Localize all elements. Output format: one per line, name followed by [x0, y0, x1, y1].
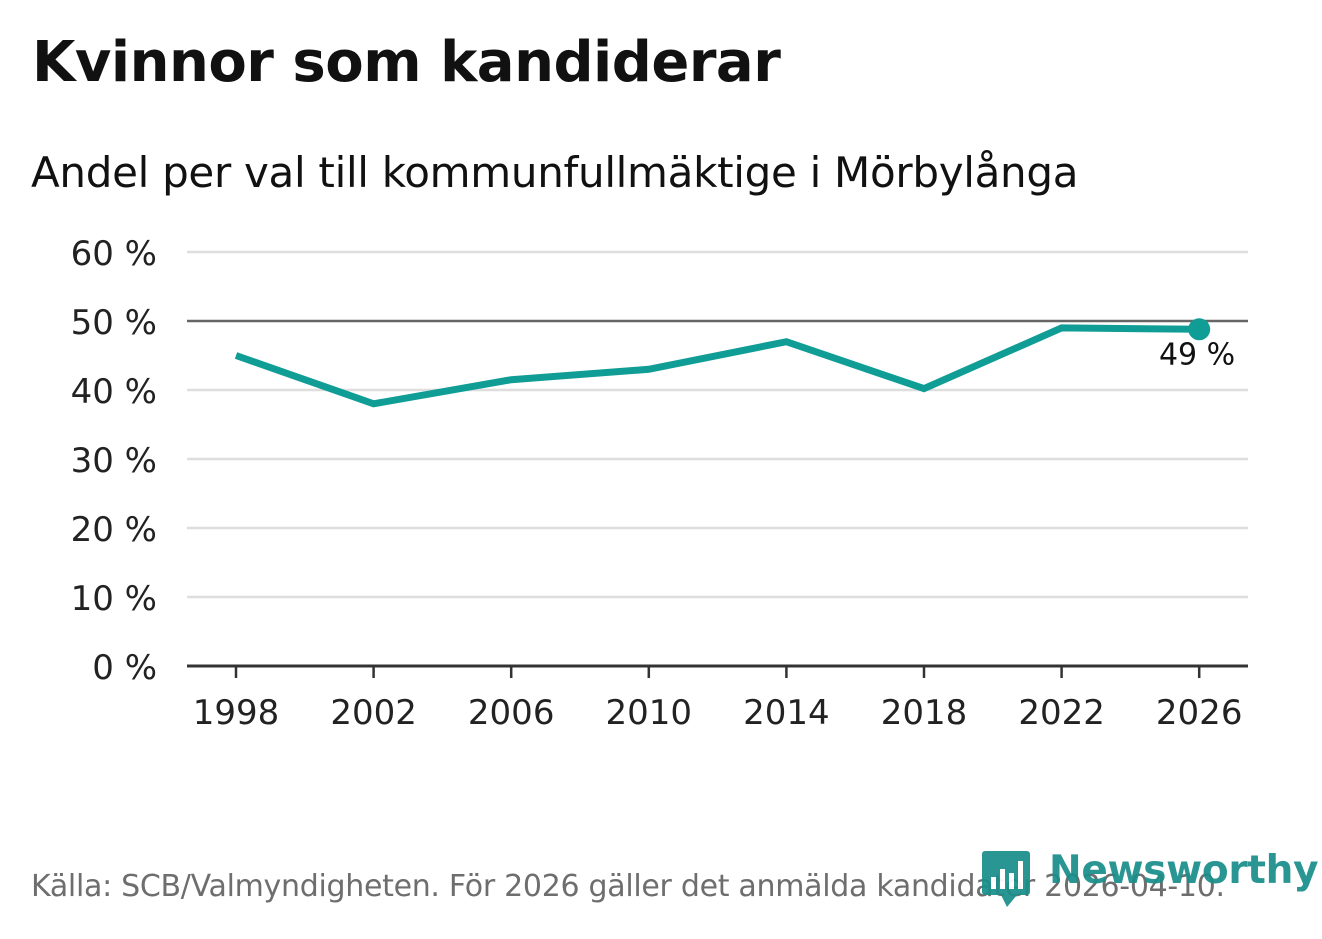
x-tick-label: 2002 — [330, 693, 417, 733]
end-marker — [1188, 318, 1211, 341]
x-tick-label: 2014 — [743, 693, 830, 733]
x-axis: 1998 2002 2006 2010 2014 2018 2022 2026 — [187, 664, 1248, 733]
series-group — [234, 318, 1211, 408]
y-tick-label: 50 % — [71, 303, 157, 343]
y-axis-tick-labels: 0 % 10 % 20 % 30 % 40 % 50 % 60 % — [71, 234, 157, 688]
chart-subtitle: Andel per val till kommunfullmäktige i M… — [31, 148, 1079, 197]
series-line — [234, 324, 1200, 408]
y-tick-label: 60 % — [71, 234, 157, 274]
y-tick-label: 0 % — [92, 648, 157, 688]
data-labels: 49 % — [1156, 334, 1238, 375]
y-tick-label: 20 % — [71, 510, 157, 550]
end-value-label: 49 % — [1159, 337, 1235, 372]
x-tick-label: 2022 — [1018, 693, 1105, 733]
y-tick-label: 30 % — [71, 441, 157, 481]
x-tick-label: 2010 — [606, 693, 693, 733]
x-tick-label: 2018 — [881, 693, 968, 733]
line-chart: 0 % 10 % 20 % 30 % 40 % 50 % 60 % 1998 2002 2006… — [71, 234, 1248, 733]
brand-name: Newsworthy — [1049, 848, 1319, 893]
x-tick-label: 1998 — [193, 693, 280, 733]
grid-lines — [187, 250, 1248, 599]
x-tick-label: 2026 — [1156, 693, 1243, 733]
y-tick-label: 10 % — [71, 579, 157, 619]
brand-logo: Newsworthy — [981, 848, 1319, 909]
x-tick-label: 2006 — [468, 693, 555, 733]
chart-title: Kvinnor som kandiderar — [32, 30, 781, 95]
newsworthy-logo-icon — [982, 851, 1030, 907]
y-tick-label: 40 % — [71, 372, 157, 412]
